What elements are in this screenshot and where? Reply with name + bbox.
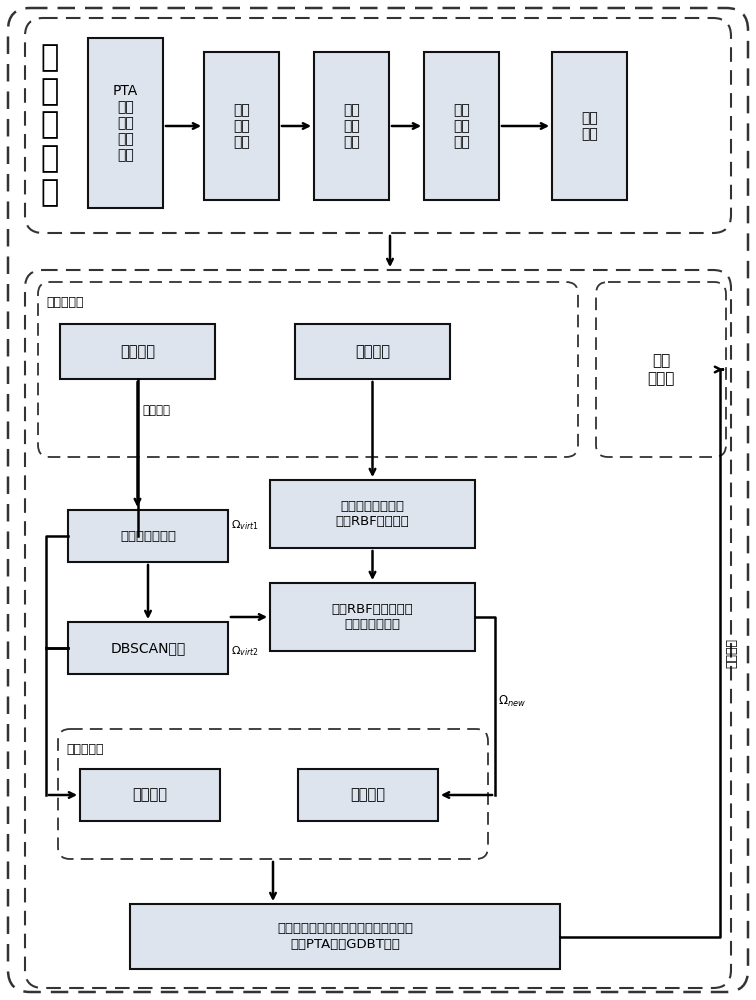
Text: 验证
样本集: 验证 样本集 bbox=[647, 353, 674, 386]
Bar bbox=[68, 510, 228, 562]
Bar bbox=[424, 52, 499, 200]
Text: 采样
数据
融合: 采样 数据 融合 bbox=[453, 103, 470, 149]
Bar bbox=[60, 324, 215, 379]
Bar bbox=[80, 769, 220, 821]
Bar bbox=[314, 52, 389, 200]
Text: $\Omega_{virt1}$: $\Omega_{virt1}$ bbox=[231, 518, 259, 532]
Text: 输入变量: 输入变量 bbox=[120, 344, 155, 359]
Text: 利用原始训练样本
建立RBF插値模型: 利用原始训练样本 建立RBF插値模型 bbox=[336, 500, 410, 528]
Bar bbox=[295, 324, 450, 379]
Text: 输入变量: 输入变量 bbox=[132, 788, 168, 802]
Text: 投影最大间距法: 投影最大间距法 bbox=[120, 530, 176, 542]
Text: 虚拟样本集: 虚拟样本集 bbox=[66, 743, 104, 756]
Bar bbox=[204, 52, 279, 200]
Bar bbox=[68, 622, 228, 674]
Text: 测试误差: 测试误差 bbox=[726, 638, 739, 668]
Text: $\Omega_{new}$: $\Omega_{new}$ bbox=[498, 693, 526, 709]
Text: 稀疏检测: 稀疏检测 bbox=[142, 404, 171, 418]
Text: 训练
数据: 训练 数据 bbox=[581, 111, 598, 141]
Bar bbox=[298, 769, 438, 821]
Text: $\Omega_{virt2}$: $\Omega_{virt2}$ bbox=[231, 644, 259, 658]
Bar bbox=[270, 480, 475, 548]
Text: 用原始样本和虚拟样本组成的混合模型
建立PTA过程GDBT模型: 用原始样本和虚拟样本组成的混合模型 建立PTA过程GDBT模型 bbox=[277, 922, 413, 950]
Bar bbox=[552, 52, 627, 200]
Text: 输出变量: 输出变量 bbox=[355, 344, 390, 359]
Text: 数
据
预
处
理: 数 据 预 处 理 bbox=[41, 43, 59, 207]
Bar bbox=[130, 904, 560, 969]
Text: DBSCAN算法: DBSCAN算法 bbox=[110, 641, 186, 655]
Text: 训练样本集: 训练样本集 bbox=[46, 296, 83, 309]
Bar bbox=[88, 38, 163, 208]
Text: 噪声
数据
滤波: 噪声 数据 滤波 bbox=[343, 103, 360, 149]
Text: 异常
数据
修正: 异常 数据 修正 bbox=[233, 103, 250, 149]
Text: PTA
过程
现场
反应
数据: PTA 过程 现场 反应 数据 bbox=[113, 84, 138, 162]
Text: 利用RBF插値模型得
到虚拟样本输出: 利用RBF插値模型得 到虚拟样本输出 bbox=[332, 603, 414, 631]
Bar bbox=[270, 583, 475, 651]
Text: 输出变量: 输出变量 bbox=[351, 788, 386, 802]
